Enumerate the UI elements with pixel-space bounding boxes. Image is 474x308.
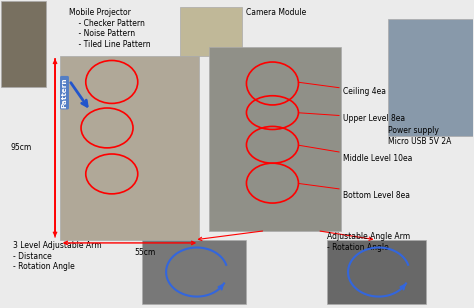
Bar (0, 1, 46, 87)
Text: Adjustable Angle Arm
- Rotation Angle: Adjustable Angle Arm - Rotation Angle (327, 232, 410, 252)
Bar (143, 240, 246, 304)
Text: Ceiling 4ea: Ceiling 4ea (343, 87, 386, 95)
Text: 55cm: 55cm (134, 248, 155, 257)
Text: Upper Level 8ea: Upper Level 8ea (343, 114, 405, 123)
Text: Power supply
Micro USB 5V 2A: Power supply Micro USB 5V 2A (388, 126, 452, 146)
Bar (60, 56, 199, 240)
Bar (388, 19, 474, 136)
Bar (180, 7, 242, 56)
Text: Mobile Projector
    - Checker Pattern
    - Noise Pattern
    - Tiled Line Patt: Mobile Projector - Checker Pattern - Noi… (69, 8, 151, 49)
Bar (209, 47, 341, 231)
Text: 95cm: 95cm (10, 143, 31, 152)
Text: Camera Module: Camera Module (246, 8, 307, 17)
Text: Pattern: Pattern (62, 77, 67, 108)
Text: Bottom Level 8ea: Bottom Level 8ea (343, 191, 410, 200)
Bar (327, 240, 426, 304)
Text: 3 Level Adjustable Arm
- Distance
- Rotation Angle: 3 Level Adjustable Arm - Distance - Rota… (12, 241, 101, 271)
Text: Middle Level 10ea: Middle Level 10ea (343, 154, 413, 163)
